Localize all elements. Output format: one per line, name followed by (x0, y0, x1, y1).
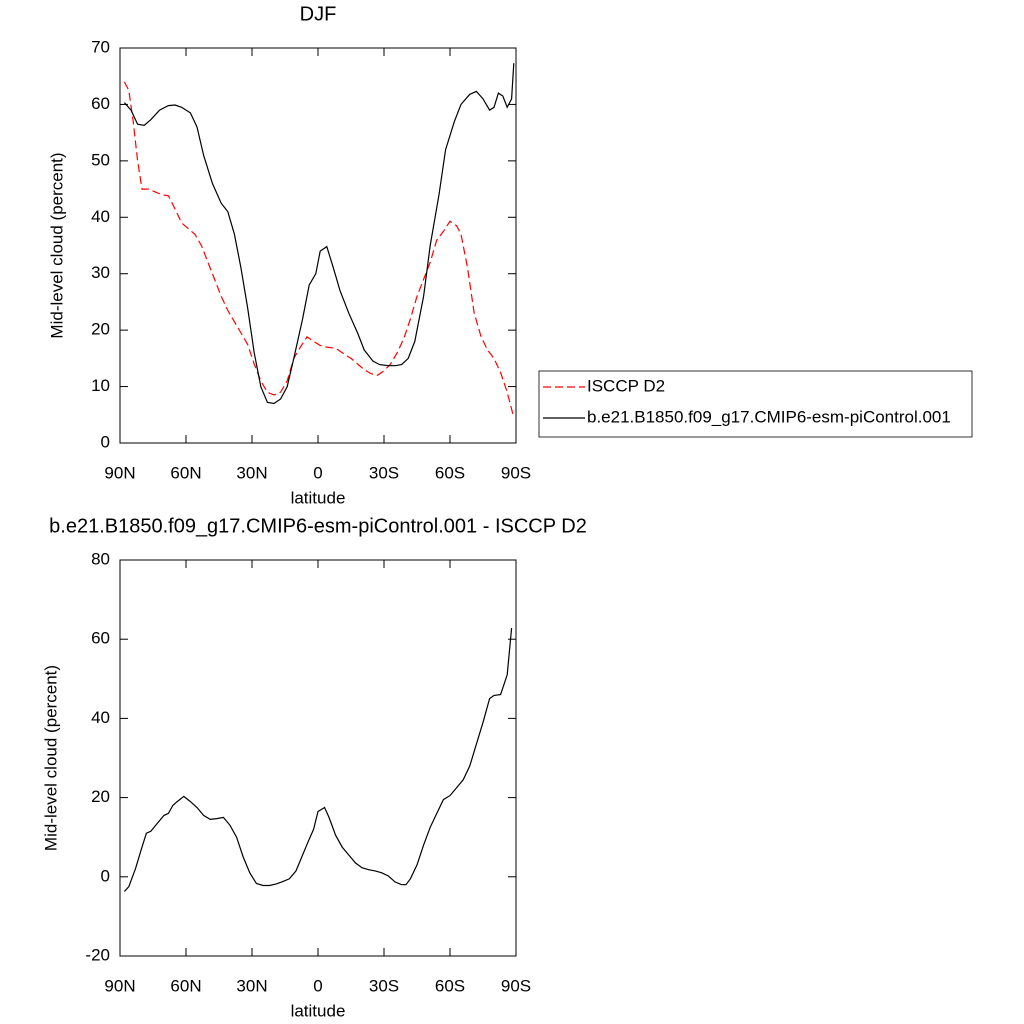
x-tick-label: 60S (435, 463, 465, 482)
y-tick-label: -20 (85, 945, 110, 964)
legend-label: ISCCP D2 (587, 376, 665, 395)
x-tick-label: 30S (369, 976, 399, 995)
y-tick-label: 80 (91, 549, 110, 568)
x-tick-label: 0 (313, 463, 322, 482)
chart-title: b.e21.B1850.f09_g17.CMIP6-esm-piControl.… (49, 515, 587, 537)
plot-frame (119, 47, 517, 444)
y-tick-label: 70 (91, 37, 110, 56)
x-axis-label: latitude (291, 1001, 346, 1020)
y-tick-label: 0 (101, 866, 110, 885)
x-tick-label: 90S (501, 976, 531, 995)
x-tick-label: 60N (170, 976, 201, 995)
y-axis-label: Mid-level cloud (percent) (47, 152, 66, 338)
y-tick-label: 50 (91, 150, 110, 169)
plot-frame (119, 559, 517, 957)
y-tick-label: 0 (101, 432, 110, 451)
x-tick-label: 90N (104, 976, 135, 995)
y-tick-label: 20 (91, 787, 110, 806)
y-tick-label: 40 (91, 708, 110, 727)
x-tick-label: 30N (236, 463, 267, 482)
legend-box (538, 370, 973, 438)
x-tick-label: 60S (435, 976, 465, 995)
y-tick-label: 10 (91, 376, 110, 395)
x-tick-label: 0 (313, 976, 322, 995)
y-tick-label: 60 (91, 94, 110, 113)
chart-title: DJF (300, 3, 337, 25)
x-tick-label: 30S (369, 463, 399, 482)
data-line (123, 63, 515, 405)
x-tick-label: 60N (170, 463, 201, 482)
x-tick-label: 90N (104, 463, 135, 482)
y-tick-label: 30 (91, 263, 110, 282)
data-line (123, 628, 513, 892)
legend-label: b.e21.B1850.f09_g17.CMIP6-esm-piControl.… (587, 407, 951, 426)
y-tick-label: 20 (91, 320, 110, 339)
y-tick-label: 40 (91, 207, 110, 226)
data-line (123, 81, 515, 418)
y-axis-label: Mid-level cloud (percent) (41, 665, 60, 851)
x-tick-label: 90S (501, 463, 531, 482)
y-tick-label: 60 (91, 629, 110, 648)
x-axis-label: latitude (291, 488, 346, 507)
x-tick-label: 30N (236, 976, 267, 995)
